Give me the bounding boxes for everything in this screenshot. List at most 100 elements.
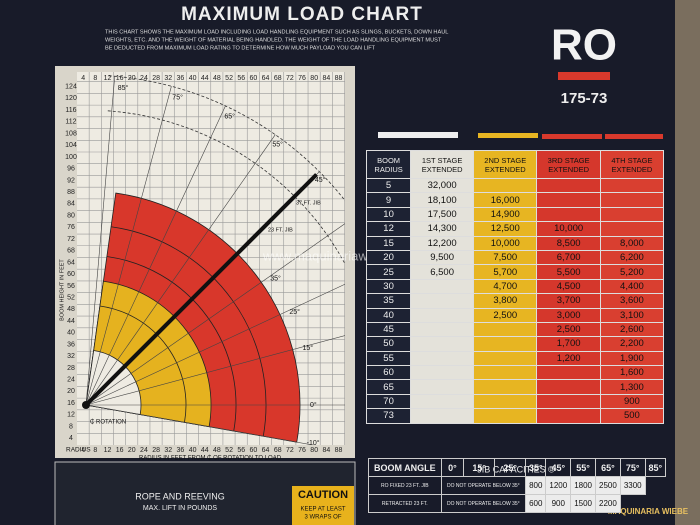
x-tick-label: 8: [93, 75, 97, 82]
model: 175-73: [561, 90, 608, 107]
x-tick-label: 36: [177, 447, 185, 454]
table-cell: 2,600: [599, 321, 665, 338]
table-row: 5 32,000: [365, 177, 665, 194]
table-cell: 9,500: [410, 249, 475, 266]
table-cell: [599, 177, 665, 194]
angle-label: 85°: [118, 84, 129, 92]
x-tick-label: 20: [128, 447, 136, 454]
y-tick-label: 72: [67, 236, 75, 243]
table-cell: 14,900: [473, 206, 538, 223]
x-tick-label: 16: [116, 447, 124, 454]
table-cell: 6,200: [599, 249, 665, 266]
x-tick-label: 32: [164, 447, 172, 454]
table-cell: [473, 177, 538, 194]
title: MAXIMUM LOAD CHART: [181, 4, 423, 25]
jib-arc: [108, 75, 345, 202]
load-table: BOOM RADIUS 1ST STAGE EXTENDED 2ND STAGE E…: [365, 150, 665, 424]
table-row: 35 3,800 3,700 3,600: [365, 293, 665, 309]
y-tick-label: 40: [67, 330, 75, 337]
brand: MAQUINARIA WIEBE: [608, 507, 689, 516]
y-tick-label: 96: [67, 166, 75, 173]
table-cell: 60: [365, 365, 412, 381]
range-arc: [106, 256, 237, 432]
column-header: 25°: [494, 458, 527, 477]
y-tick-label: 84: [67, 201, 75, 208]
y-tick-label: 68: [67, 248, 75, 255]
radius-label: RADIUS: [66, 447, 91, 454]
table-row: 20 9,500 7,500 6,700 6,200: [365, 249, 665, 266]
angle-label: 35°: [270, 275, 281, 283]
table-cell: 12,200: [410, 235, 475, 251]
table-cell: [410, 379, 475, 395]
column-header: 45°: [545, 458, 572, 477]
y-tick-label: 52: [67, 294, 75, 301]
boom: [84, 173, 318, 407]
table-cell: [410, 336, 475, 352]
range-arc: [99, 305, 187, 423]
jib-arc: [106, 110, 345, 265]
y-axis-label: BOOM HEIGHT IN FEET: [59, 259, 65, 321]
table-cell: 1,900: [599, 350, 665, 367]
angle-line: [85, 335, 345, 406]
x-tick-label: 36: [177, 75, 185, 82]
table-cell: [410, 278, 475, 295]
angle-line: [85, 105, 226, 406]
table-cell: [536, 379, 601, 395]
table-cell: 3300: [619, 476, 646, 495]
y-tick-label: 32: [67, 353, 75, 360]
table-cell: 14,300: [410, 221, 475, 237]
x-tick-label: 76: [298, 75, 306, 82]
angle-line: [85, 86, 172, 406]
table-cell: [536, 408, 601, 424]
table-cell: DO NOT OPERATE BELOW 35°: [440, 476, 527, 495]
table-cell: 900: [545, 494, 572, 513]
logo-bar: [558, 72, 610, 80]
table-cell: 6,500: [410, 264, 475, 280]
y-tick-label: 8: [69, 423, 73, 430]
table-row: 25 6,500 5,700 5,500 5,200: [365, 264, 665, 280]
table-row: 50 1,700 2,200: [365, 336, 665, 352]
y-tick-label: 4: [69, 435, 73, 442]
table-cell: 3,700: [536, 293, 601, 309]
x-tick-label: 60: [250, 75, 258, 82]
jib-label: 23 FT. JIB: [268, 227, 293, 233]
description: BE DEDUCTED FROM MAXIMUM LOAD RATING TO …: [105, 45, 376, 51]
table-cell: 30: [365, 278, 412, 295]
column-header: 85°: [644, 458, 667, 477]
y-tick-label: 20: [67, 388, 75, 395]
y-tick-label: 124: [65, 84, 77, 91]
table-cell: 50: [365, 336, 412, 352]
x-tick-label: 52: [225, 75, 233, 82]
table-cell: 2,500: [473, 307, 538, 323]
table-cell: 1,700: [536, 336, 601, 352]
table-cell: 10,000: [473, 235, 538, 251]
x-tick-label: 88: [335, 75, 343, 82]
column-header: BOOM RADIUS: [365, 150, 412, 179]
angle-label: 45°: [315, 176, 326, 184]
header-row: BOOM ANGLE 0° 15° 25° 35° 45° 55° 65° 75° 85°: [368, 458, 667, 477]
column-header: 0°: [440, 458, 465, 477]
table-cell: [473, 408, 538, 424]
table-cell: 6,700: [536, 249, 601, 266]
table-cell: [599, 206, 665, 223]
table-cell: 40: [365, 307, 412, 323]
table-cell: [410, 321, 475, 338]
table-row: 15 12,200 10,000 8,500 8,000: [365, 235, 665, 251]
boom-pivot: [82, 401, 90, 409]
table-row: 55 1,200 1,900: [365, 350, 665, 367]
x-tick-label: 56: [237, 75, 245, 82]
y-tick-label: 28: [67, 365, 75, 372]
table-cell: 1,300: [599, 379, 665, 395]
table-row: 10 17,500 14,900: [365, 206, 665, 223]
table-cell: 45: [365, 321, 412, 338]
y-tick-label: 92: [67, 177, 75, 184]
angle-line: [85, 283, 345, 406]
table-cell: 3,800: [473, 293, 538, 309]
table-cell: 55: [365, 350, 412, 367]
caution-text: KEEP AT LEAST: [300, 507, 345, 513]
table-cell: 3,100: [599, 307, 665, 323]
table-cell: 20: [365, 249, 412, 266]
stage-bar: [478, 133, 538, 138]
table-cell: [473, 336, 538, 352]
